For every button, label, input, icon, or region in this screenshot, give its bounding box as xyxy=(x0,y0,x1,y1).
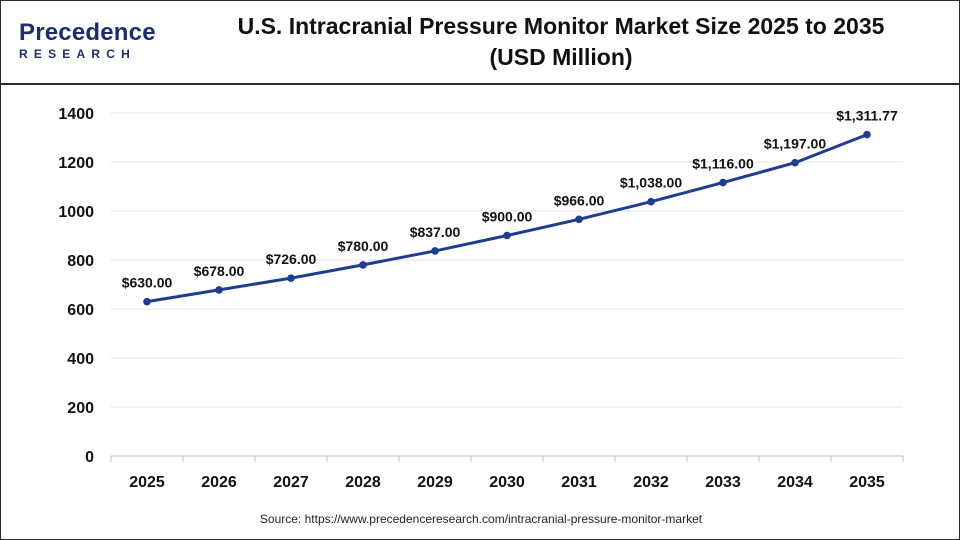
data-point xyxy=(791,158,799,167)
y-tick-label: 1000 xyxy=(58,204,94,221)
x-tick-label: 2034 xyxy=(777,474,813,491)
data-point xyxy=(503,231,511,240)
data-label: $1,116.00 xyxy=(692,156,754,172)
y-tick-label: 0 xyxy=(85,449,94,466)
data-point xyxy=(287,274,295,282)
data-point xyxy=(719,178,727,187)
x-tick-label: 2035 xyxy=(849,474,885,491)
data-label: $630.00 xyxy=(122,275,173,291)
chart-area: 0 200 400 600 800 1000 1200 1400 2025 2026 2027 202… xyxy=(1,85,960,510)
x-tick-label: 2032 xyxy=(633,474,669,491)
x-tick-label: 2026 xyxy=(201,474,237,491)
y-tick-label: 1400 xyxy=(58,106,94,123)
data-label: $900.00 xyxy=(482,209,533,225)
line-chart: 0 200 400 600 800 1000 1200 1400 2025 2026 2027 202… xyxy=(58,106,904,491)
chart-title-line2: (USD Million) xyxy=(489,44,633,70)
y-tick-label: 400 xyxy=(67,351,94,368)
logo-subtitle: RESEARCH xyxy=(19,47,136,61)
data-point xyxy=(863,130,871,139)
data-label: $678.00 xyxy=(194,263,245,279)
data-point xyxy=(143,297,151,306)
data-label: $966.00 xyxy=(554,192,605,208)
y-tick-label: 800 xyxy=(67,253,94,270)
y-tick-label: 600 xyxy=(67,302,94,319)
data-label: $837.00 xyxy=(410,224,461,240)
header: Precedence RESEARCH U.S. Intracranial Pr… xyxy=(1,1,960,83)
source-note: Source: https://www.precedenceresearch.c… xyxy=(259,512,703,526)
data-point xyxy=(575,215,583,224)
data-label: $780.00 xyxy=(338,238,389,254)
x-tick-label: 2031 xyxy=(561,474,597,491)
data-label: $726.00 xyxy=(266,251,317,267)
logo-wordmark: Precedence xyxy=(19,19,156,46)
header-divider xyxy=(1,83,960,85)
x-tick-label: 2030 xyxy=(489,474,525,491)
data-point xyxy=(431,247,439,255)
data-label: $1,197.00 xyxy=(764,136,826,152)
data-label: $1,311.77 xyxy=(836,108,898,124)
x-tick-label: 2025 xyxy=(129,474,165,491)
brand-logo: Precedence RESEARCH xyxy=(19,21,169,65)
x-tick-label: 2027 xyxy=(273,474,309,491)
x-tick-label: 2029 xyxy=(417,474,453,491)
chart-title: U.S. Intracranial Pressure Monitor Marke… xyxy=(201,11,921,73)
y-tick-label: 200 xyxy=(67,400,94,417)
x-tick-label: 2028 xyxy=(345,474,381,491)
data-point xyxy=(647,197,655,206)
data-label: $1,038.00 xyxy=(620,175,682,191)
data-point xyxy=(359,261,367,269)
data-point xyxy=(215,286,223,294)
y-tick-label: 1200 xyxy=(58,155,94,172)
x-tick-label: 2033 xyxy=(705,474,741,491)
chart-title-line1: U.S. Intracranial Pressure Monitor Marke… xyxy=(237,13,885,39)
